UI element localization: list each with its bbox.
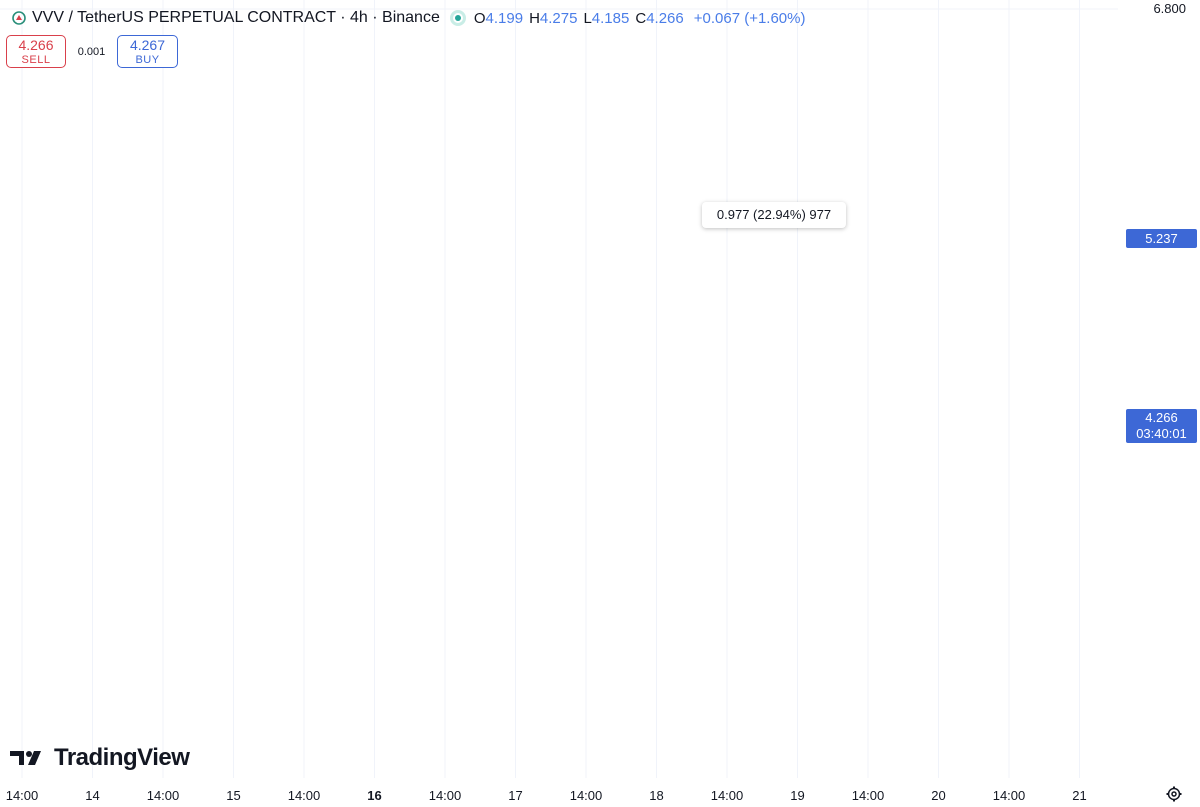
price-tick-label: 6.800 [1153, 1, 1186, 16]
resistance-price-tag: 5.237 [1126, 229, 1197, 248]
last-price-value: 4.266 [1145, 410, 1178, 425]
time-tick-label: 14 [85, 788, 100, 803]
close-key: C [635, 9, 647, 27]
spread-value: 0.001 [77, 45, 106, 58]
last-price-tag: 4.266 03:40:01 [1126, 409, 1197, 443]
brand-name: TradingView [54, 744, 190, 771]
time-tick-label: 14:00 [428, 788, 462, 803]
time-tick-label: 14:00 [710, 788, 744, 803]
settings-gear-icon[interactable] [1166, 786, 1182, 802]
time-tick-label: 18 [649, 788, 664, 803]
buy-button[interactable]: 4.267 BUY [117, 35, 178, 68]
buy-price: 4.267 [129, 37, 166, 53]
low-value: 4.185 [591, 9, 630, 27]
chart-grid [0, 0, 1118, 778]
low-key: L [583, 9, 592, 27]
time-tick-label: 14:00 [569, 788, 603, 803]
time-tick-label: 17 [508, 788, 523, 803]
symbol-logo-icon [12, 11, 26, 25]
time-tick-label: 14:00 [992, 788, 1026, 803]
time-tick-label: 14:00 [5, 788, 39, 803]
price-change: +0.067 (+1.60%) [693, 9, 806, 27]
bar-countdown: 03:40:01 [1136, 426, 1187, 441]
time-tick-label: 14:00 [287, 788, 321, 803]
tradingview-logo-icon [10, 751, 41, 765]
time-tick-label: 16 [367, 788, 382, 803]
tradingview-logo[interactable]: TradingView [10, 744, 190, 772]
time-tick-label: 14:00 [146, 788, 180, 803]
chart-header: VVV / TetherUS PERPETUAL CONTRACT · 4h ·… [0, 0, 805, 36]
buy-label: BUY [135, 54, 160, 66]
time-tick-label: 20 [931, 788, 946, 803]
trade-panel: 4.266 SELL 0.001 4.267 BUY [6, 35, 178, 68]
open-key: O [473, 9, 486, 27]
symbol-title[interactable]: VVV / TetherUS PERPETUAL CONTRACT · 4h ·… [32, 9, 440, 26]
high-value: 4.275 [539, 9, 578, 27]
sell-label: SELL [21, 54, 51, 66]
ohlc-values: O4.199 H4.275 L4.185 C4.266 +0.067 (+1.6… [474, 10, 806, 27]
close-value: 4.266 [646, 9, 684, 27]
market-status-icon [449, 10, 466, 26]
time-tick-label: 14:00 [851, 788, 885, 803]
open-value: 4.199 [485, 9, 524, 27]
sell-price: 4.266 [18, 37, 54, 53]
time-tick-label: 15 [226, 788, 241, 803]
measure-label[interactable]: 0.977 (22.94%) 977 [702, 202, 846, 228]
time-tick-label: 21 [1072, 788, 1087, 803]
sell-button[interactable]: 4.266 SELL [6, 35, 66, 68]
high-key: H [529, 9, 540, 27]
time-tick-label: 19 [790, 788, 805, 803]
